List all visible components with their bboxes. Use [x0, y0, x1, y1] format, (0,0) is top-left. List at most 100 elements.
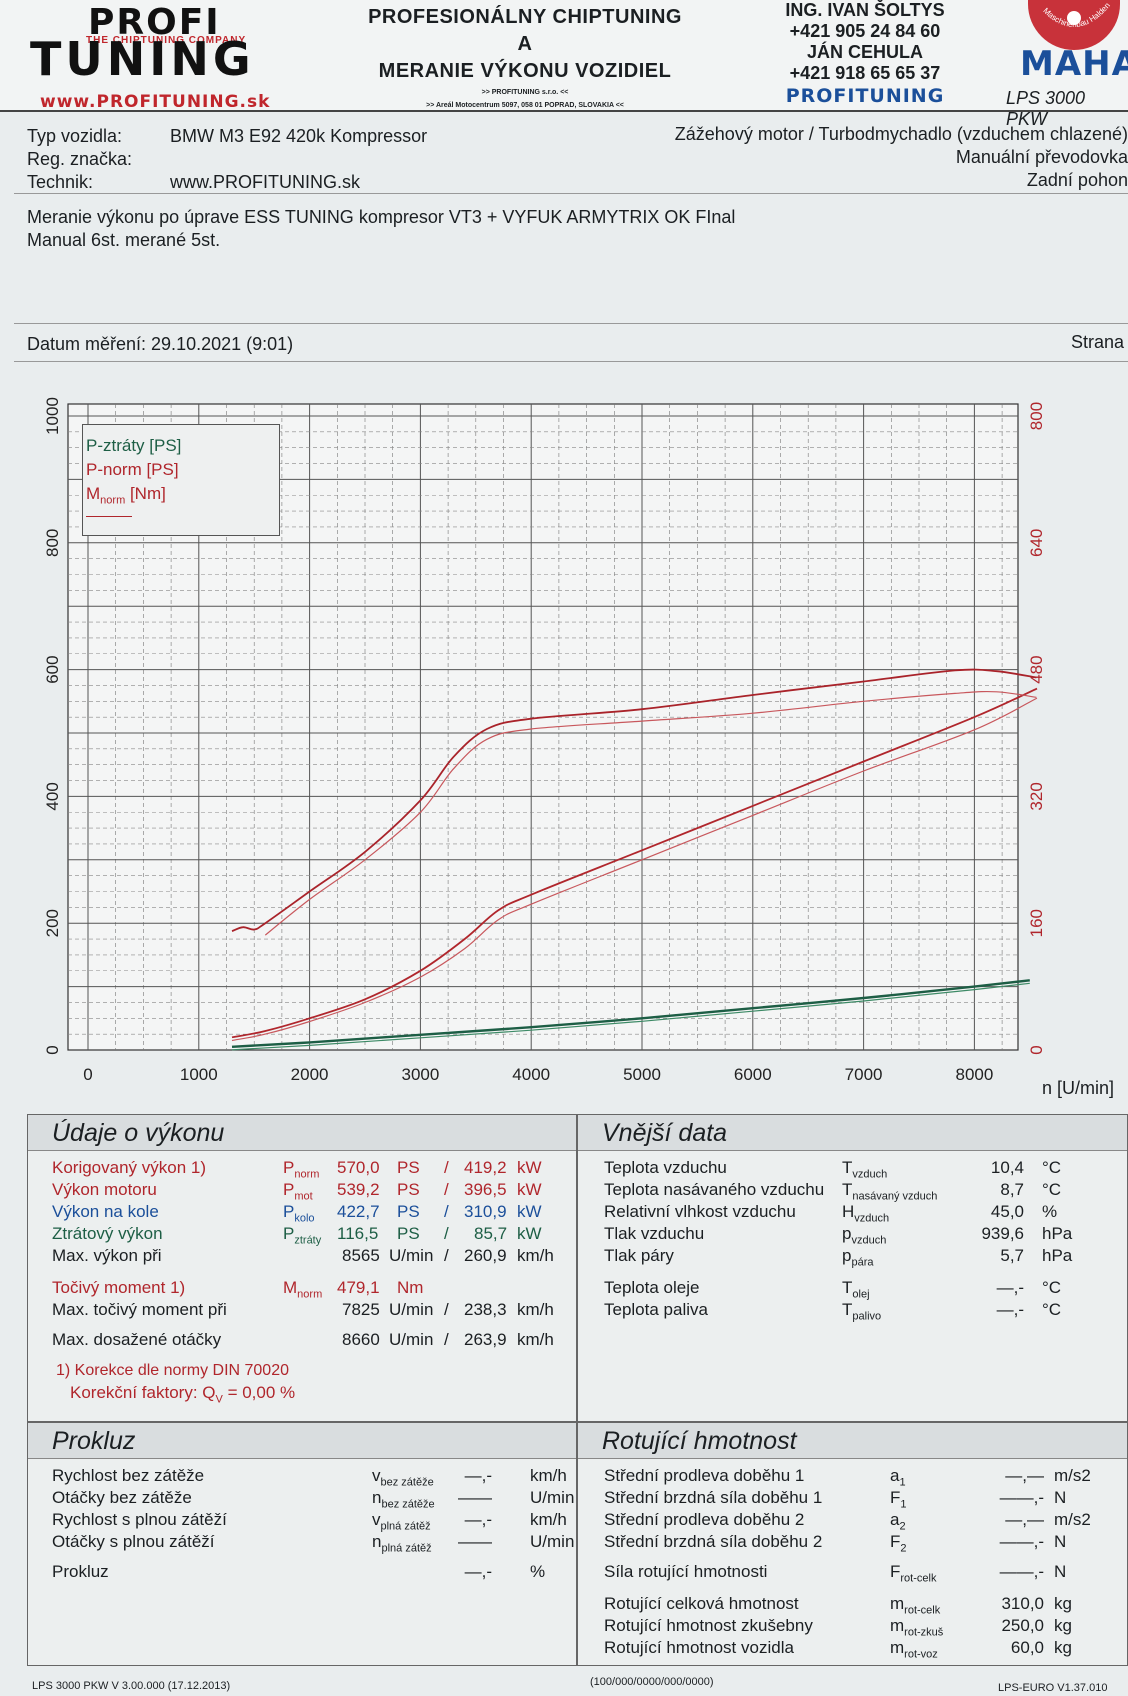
x-tick-label: 8000 [955, 1065, 993, 1084]
chart-tick-labels: 0 1000 2000 3000 4000 5000 6000 7000 80000200400… [43, 397, 1046, 1084]
footer-left: LPS 3000 PKW V 3.00.000 (17.12.2013) [32, 1680, 231, 1692]
external-value: 5,7 [1000, 1246, 1024, 1265]
slash: / [444, 1300, 449, 1319]
y-right-tick-label: 160 [1027, 909, 1046, 937]
slash: / [444, 1180, 449, 1199]
slash: / [444, 1330, 449, 1349]
rotating-unit: kg [1054, 1594, 1072, 1613]
y-right-tick-label: 320 [1027, 782, 1046, 810]
loss-label: Ztrátový výkon [52, 1224, 163, 1243]
series-line-3 [231, 668, 1037, 932]
loss-ps-unit: PS [397, 1224, 420, 1243]
gearbox-type: Manuální převodovka [955, 147, 1128, 167]
logo-bottom-word: TUNING [30, 32, 255, 86]
external-unit: °C [1042, 1278, 1062, 1297]
maha-logo: Maschinenbau Haldenwang MAHA [1020, 0, 1128, 84]
rotating-mass-panel: Rotující hmotnost Střední prodleva doběh… [577, 1422, 1128, 1666]
rotating-label: Střední brzdná síla doběhu 1 [604, 1488, 823, 1507]
rotating-label: Střední prodleva doběhu 2 [604, 1510, 805, 1529]
header-contacts: ING. IVAN ŠOLTYS +421 905 24 84 60 JÁN C… [745, 0, 985, 107]
performance-panel: Údaje o výkonu Korigovaný výkon 1) Pnorm… [27, 1114, 577, 1422]
vehicle-reg-row: Reg. značka: [27, 149, 165, 170]
slip-unit: km/h [530, 1466, 567, 1485]
measurement-date: Datum měření: 29.10.2021 (9:01) [27, 334, 294, 354]
wheel-ps: 422,7 [337, 1202, 380, 1221]
rotating-unit: kg [1054, 1616, 1072, 1635]
header-title-block: PROFESIONÁLNY CHIPTUNING A MERANIE VÝKON… [330, 4, 720, 111]
rotating-value: 250,0 [1001, 1616, 1044, 1635]
slash: / [444, 1224, 449, 1243]
chart-curves [231, 668, 1038, 1051]
chart-legend: P-ztráty [PS] P-norm [PS] Mnorm [Nm] [82, 424, 280, 536]
x-tick-label: 2000 [291, 1065, 329, 1084]
slip-symbol: vplná zátěž [372, 1510, 431, 1533]
x-axis-label: n [U/min] [1042, 1078, 1115, 1098]
series-line-4 [264, 690, 1037, 936]
measurement-description: Meranie výkonu po úprave ESS TUNING komp… [14, 196, 1128, 324]
footer-right: LPS-EURO V1.37.010 [998, 1682, 1108, 1694]
slip-value: —,- [464, 1466, 492, 1485]
external-symbol: pvzduch [842, 1224, 887, 1247]
external-value: 45,0 [990, 1202, 1024, 1221]
external-value: 10,4 [990, 1158, 1024, 1177]
slash: / [444, 1158, 449, 1177]
logo-tagline: THE CHIPTUNING COMPANY [86, 35, 247, 46]
slip-unit: U/min [530, 1488, 575, 1507]
rotating-value: 310,0 [1001, 1594, 1044, 1613]
x-tick-label: 5000 [623, 1065, 661, 1084]
external-symbol: Tpalivo [842, 1300, 882, 1323]
rotating-label: Rotující hmotnost zkušebny [604, 1616, 813, 1635]
header-sub-line2: >> Areál Motocentrum 5097, 058 01 POPRAD… [426, 102, 624, 109]
y-left-tick-label: 0 [43, 1045, 62, 1054]
rotating-unit: kg [1054, 1638, 1072, 1657]
torque-value: 479,1 [337, 1278, 380, 1297]
legend-line-sample [86, 516, 132, 518]
contact-phone-2: +421 918 65 65 37 [789, 63, 941, 83]
external-unit: hPa [1042, 1224, 1073, 1243]
torque-unit: Nm [397, 1278, 424, 1297]
profituning-logo: PROFI THE CHIPTUNING COMPANY TUNING www.… [30, 2, 320, 112]
rotating-mass-title: Rotující hmotnost [578, 1423, 1127, 1459]
series-line-1 [231, 687, 1038, 1039]
slash: / [444, 1246, 449, 1265]
y-right-tick-label: 800 [1027, 402, 1046, 430]
external-unit: °C [1042, 1180, 1062, 1199]
external-label: Teplota vzduchu [604, 1158, 727, 1177]
external-label: Teplota oleje [604, 1278, 700, 1297]
slip-label: Otáčky s plnou zátěží [52, 1532, 215, 1551]
maxrpm-label: Max. dosažené otáčky [52, 1330, 222, 1349]
maxrpm-kmh-unit: km/h [517, 1330, 554, 1349]
external-unit: % [1042, 1202, 1058, 1221]
maha-wordmark: MAHA [1020, 44, 1128, 84]
y-left-tick-label: 200 [43, 909, 62, 937]
maxrpm-kmh: 263,9 [464, 1330, 507, 1349]
engine-ps: 539,2 [337, 1180, 380, 1199]
rotating-symbol: F1 [890, 1488, 907, 1511]
x-tick-label: 3000 [401, 1065, 439, 1084]
rotating-unit: m/s2 [1054, 1510, 1091, 1529]
legend-entry-torque: Mnorm [Nm] [86, 484, 166, 507]
rotating-unit: N [1054, 1488, 1067, 1507]
performance-title: Údaje o výkonu [28, 1115, 576, 1151]
y-left-tick-label: 1000 [43, 397, 62, 435]
slip-symbol: nbez zátěže [372, 1488, 435, 1511]
model-label: LPS 3000 PKW [1006, 88, 1086, 129]
correction-factor: Korekční faktory: QV = 0,00 % [70, 1383, 295, 1405]
external-symbol: Hvzduch [842, 1202, 890, 1225]
maxtorque-kmh: 238,3 [464, 1300, 507, 1319]
engine-kw-unit: kW [517, 1180, 542, 1199]
slip-unit: km/h [530, 1510, 567, 1529]
vehicle-type-label: Typ vozidla: [27, 126, 123, 146]
series-line-2 [231, 697, 1038, 1042]
x-tick-label: 6000 [734, 1065, 772, 1084]
description-line-1: Meranie výkonu po úprave ESS TUNING komp… [27, 207, 736, 227]
wheel-kw: 310,9 [464, 1202, 507, 1221]
correction-factor-sub: V [215, 1393, 223, 1406]
external-label: Tlak vzduchu [604, 1224, 705, 1243]
correction-factor-label: Korekční faktory: Q [70, 1383, 216, 1402]
loss-symbol: Pztráty [283, 1224, 322, 1247]
y-left-tick-label: 800 [43, 529, 62, 557]
rotating-label: Rotující hmotnost vozidla [604, 1638, 794, 1657]
contact-phone-1: +421 905 24 84 60 [789, 21, 941, 41]
vehicle-info: Typ vozidla: BMW M3 E92 420k Kompressor … [14, 120, 1128, 194]
